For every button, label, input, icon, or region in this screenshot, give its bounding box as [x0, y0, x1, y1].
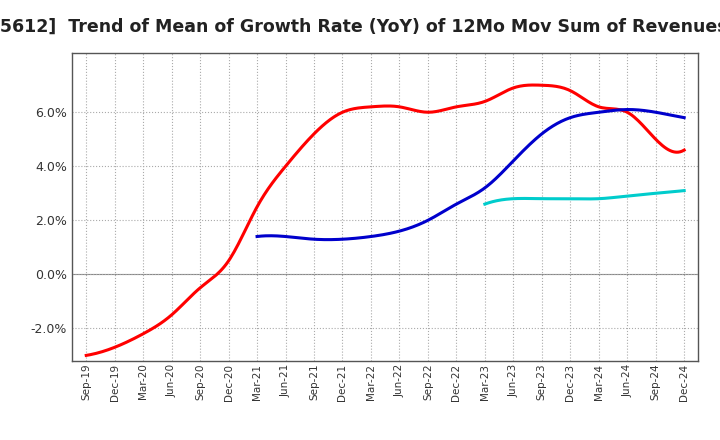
3 Years — [438, 108, 446, 113]
5 Years — [614, 107, 623, 113]
3 Years — [436, 108, 444, 114]
5 Years — [624, 107, 633, 112]
7 Years — [599, 196, 608, 201]
5 Years — [253, 234, 261, 239]
7 Years — [649, 191, 657, 196]
7 Years — [481, 201, 490, 206]
Line: 7 Years: 7 Years — [485, 191, 684, 204]
3 Years — [680, 147, 688, 153]
3 Years — [588, 101, 596, 106]
Line: 5 Years: 5 Years — [257, 110, 684, 240]
7 Years — [680, 188, 688, 193]
7 Years — [603, 195, 611, 201]
7 Years — [598, 196, 607, 201]
3 Years — [448, 105, 456, 110]
3 Years — [626, 111, 634, 117]
3 Years — [530, 82, 539, 88]
5 Years — [680, 115, 688, 120]
3 Years — [82, 353, 91, 358]
Line: 3 Years: 3 Years — [86, 85, 684, 356]
5 Years — [254, 234, 263, 239]
7 Years — [480, 202, 489, 207]
5 Years — [323, 237, 331, 242]
3 Years — [84, 352, 93, 358]
7 Years — [661, 190, 670, 195]
5 Years — [516, 151, 524, 157]
5 Years — [508, 159, 517, 164]
Text: [5612]  Trend of Mean of Growth Rate (YoY) of 12Mo Mov Sum of Revenues: [5612] Trend of Mean of Growth Rate (YoY… — [0, 18, 720, 36]
5 Years — [643, 108, 652, 114]
5 Years — [507, 160, 516, 165]
